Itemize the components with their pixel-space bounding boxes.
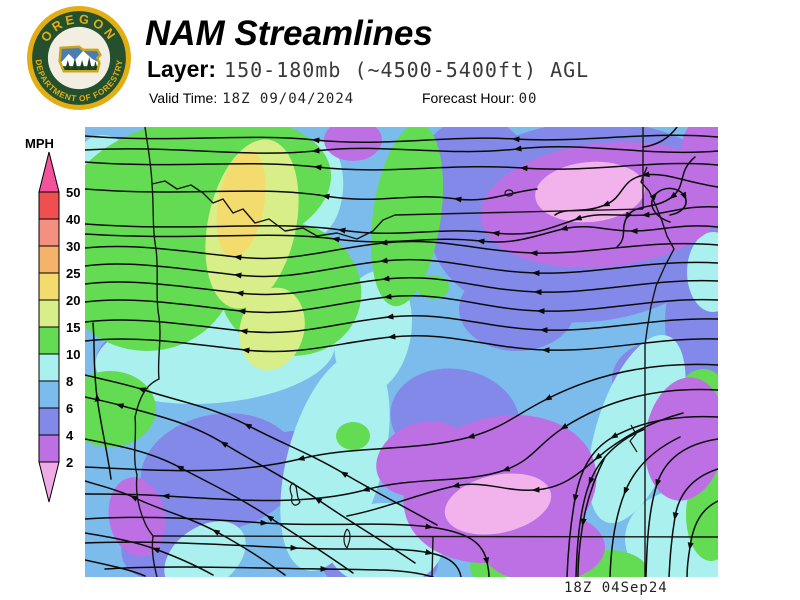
streamline-map <box>85 127 718 577</box>
legend-title: MPH <box>25 136 54 151</box>
svg-text:15: 15 <box>66 320 80 335</box>
page-title: NAM Streamlines <box>145 14 433 53</box>
forecast-hour-row: Forecast Hour: 00 <box>422 90 537 107</box>
layer-row: Layer: 150-180mb (~4500-5400ft) AGL <box>147 56 589 83</box>
map-timestamp: 18Z 04Sep24 <box>564 580 668 596</box>
state-borders-layer <box>133 127 718 577</box>
svg-text:2: 2 <box>66 455 73 470</box>
oregon-outline <box>58 45 102 73</box>
svg-text:4: 4 <box>66 428 74 443</box>
svg-text:50: 50 <box>66 185 80 200</box>
valid-time-value: 18Z 09/04/2024 <box>222 91 355 107</box>
forecast-hour-value: 00 <box>518 91 538 107</box>
layer-label: Layer: <box>147 56 217 82</box>
layer-value: 150-180mb (~4500-5400ft) AGL <box>224 58 590 82</box>
svg-text:40: 40 <box>66 212 80 227</box>
svg-text:6: 6 <box>66 401 73 416</box>
odf-logo: OREGON DEPARTMENT OF FORESTRY <box>26 5 132 111</box>
svg-text:10: 10 <box>66 347 80 362</box>
forecast-hour-label: Forecast Hour: <box>422 90 515 106</box>
valid-time-label: Valid Time: <box>149 90 218 106</box>
wind-speed-fill <box>85 127 718 577</box>
odf-seal-icon: OREGON DEPARTMENT OF FORESTRY <box>27 6 131 110</box>
svg-text:25: 25 <box>66 266 80 281</box>
svg-text:8: 8 <box>66 374 73 389</box>
speed-colorbar: 50 40 30 25 20 15 10 8 6 4 2 <box>38 151 80 503</box>
svg-text:20: 20 <box>66 293 80 308</box>
streamlines-layer <box>85 127 718 577</box>
oregon-state-emblem <box>59 46 101 72</box>
svg-text:30: 30 <box>66 239 80 254</box>
valid-time-row: Valid Time: 18Z 09/04/2024 <box>149 90 354 107</box>
